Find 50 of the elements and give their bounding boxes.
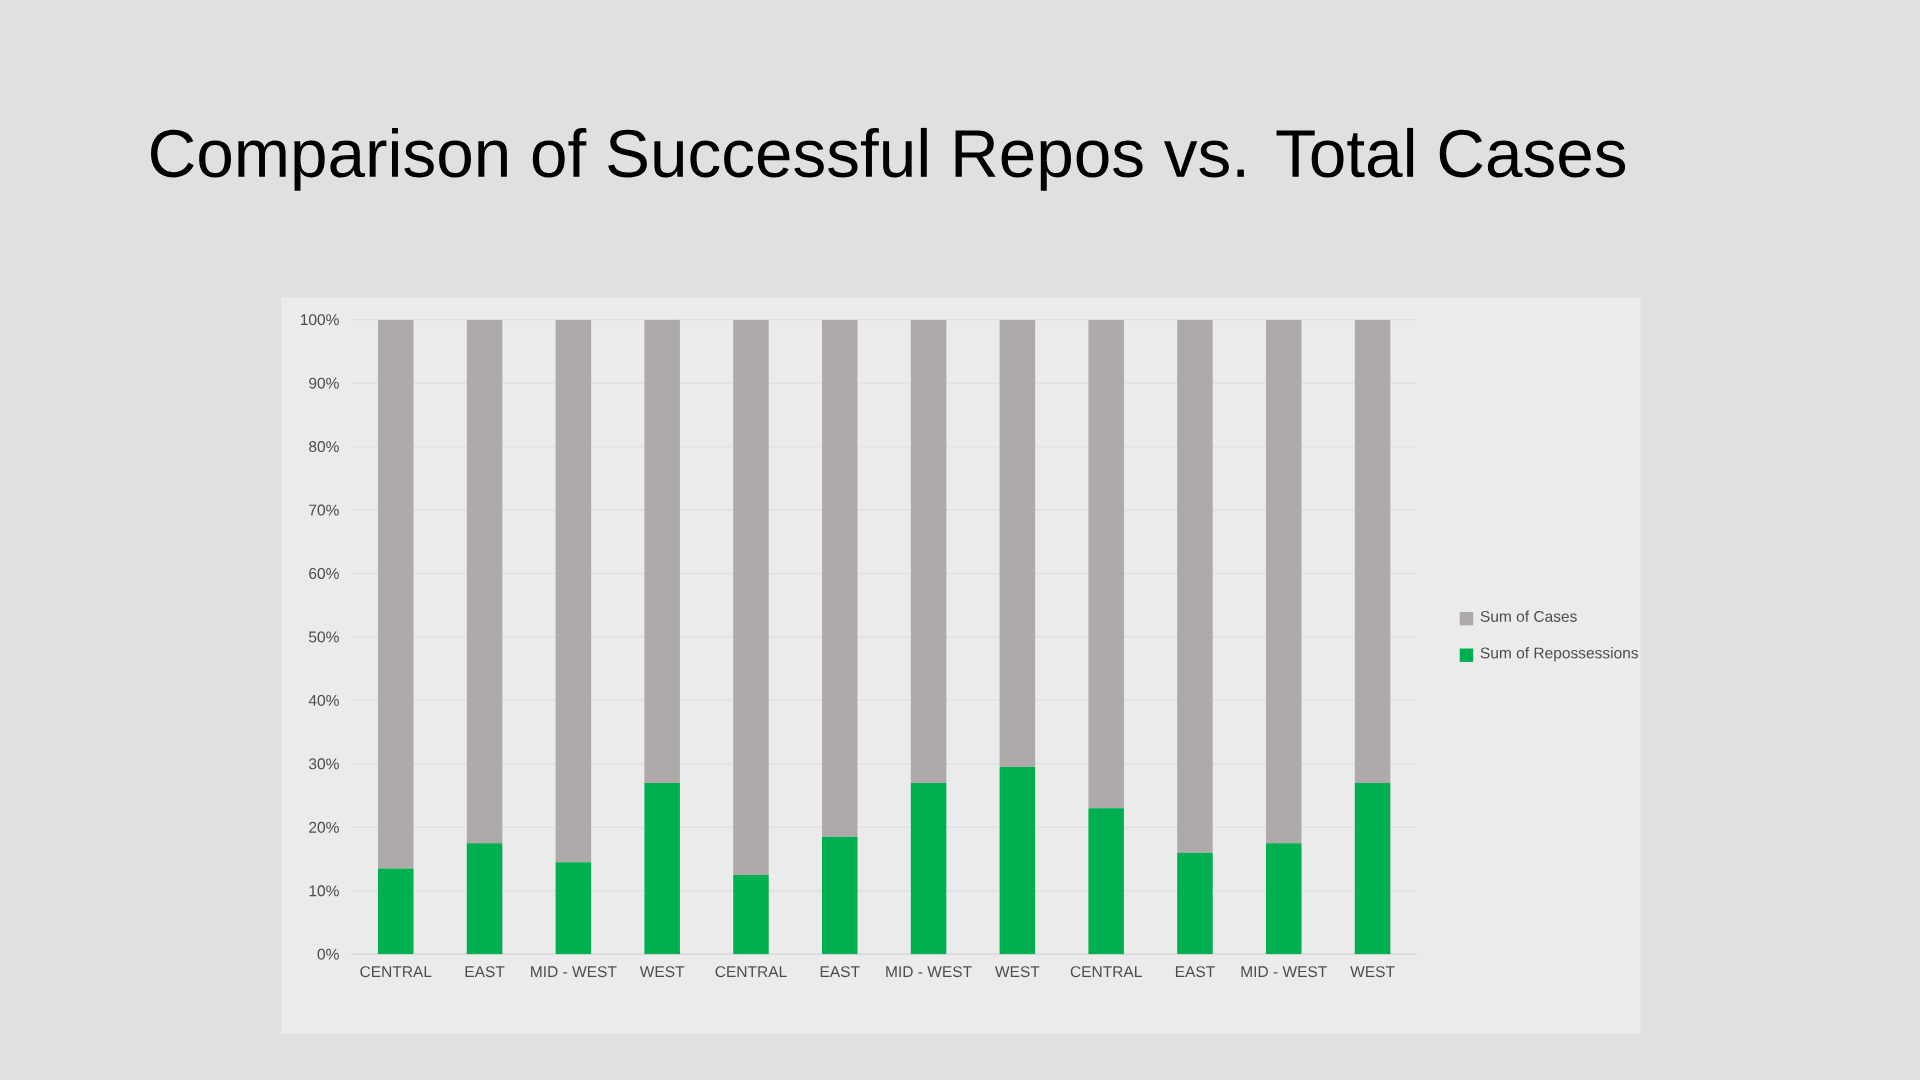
y-tick-label: 20% (309, 821, 339, 833)
bar (1354, 782, 1391, 955)
legend-label: Sum of Repossessions (1480, 647, 1639, 662)
x-tick-label: EAST (820, 966, 860, 978)
x-tick-label: CENTRAL (360, 966, 432, 978)
bar (733, 319, 769, 875)
y-tick-label: 100% (300, 314, 339, 326)
x-tick-label: CENTRAL (1070, 966, 1142, 978)
bar (466, 319, 503, 844)
bar (822, 319, 858, 837)
bar (733, 874, 769, 955)
bar (910, 319, 947, 783)
y-tick-label: 40% (308, 694, 339, 706)
bar (555, 319, 592, 863)
bar (1266, 843, 1302, 955)
bar (644, 782, 680, 955)
bar (1177, 852, 1213, 955)
x-tick-label: EAST (465, 966, 505, 978)
x-tick-label: WEST (639, 966, 685, 978)
chart-title: Comparison of Successful Repos vs. Total Cases (151, 127, 1626, 191)
y-tick-label: 80% (309, 441, 339, 453)
x-tick-label: CENTRAL (715, 966, 787, 978)
y-tick-label: 60% (309, 568, 339, 579)
y-tick-label: 0% (317, 948, 339, 960)
bar (999, 319, 1036, 768)
bar (1354, 319, 1391, 783)
legend-label: Sum of Cases (1480, 610, 1577, 622)
bar (1088, 319, 1124, 809)
y-tick-label: 30% (308, 758, 339, 770)
bar (822, 836, 858, 955)
y-tick-label: 50% (309, 631, 339, 643)
x-tick-label: MID - WEST (886, 966, 972, 978)
bar (1177, 319, 1213, 853)
bar (1088, 808, 1124, 955)
bar (910, 782, 947, 955)
x-tick-label: WEST (995, 966, 1040, 978)
bar (1266, 319, 1302, 844)
bar (466, 843, 503, 955)
y-tick-label: 10% (309, 885, 339, 897)
y-tick-label: 70% (309, 504, 339, 516)
y-tick-label: 90% (309, 377, 339, 389)
bar (999, 767, 1036, 955)
bar (378, 319, 414, 869)
bar (555, 862, 592, 955)
x-tick-label: MID - WEST (1241, 966, 1327, 978)
x-tick-label: EAST (1175, 966, 1215, 978)
x-tick-label: MID - WEST (531, 966, 617, 978)
bar (644, 319, 680, 783)
bar (378, 868, 414, 955)
x-tick-label: WEST (1350, 966, 1395, 978)
